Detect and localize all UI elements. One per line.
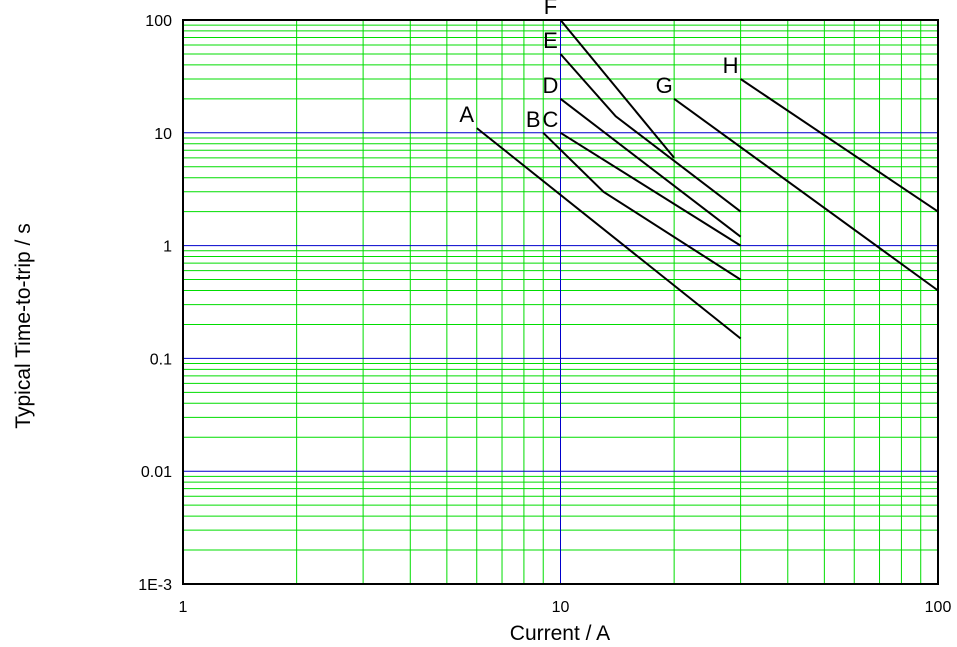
curve-label-f: F bbox=[544, 0, 557, 19]
y-tick-label: 0.01 bbox=[141, 464, 172, 481]
y-tick-label: 1 bbox=[163, 239, 172, 256]
y-axis-label: Typical Time-to-trip / s bbox=[12, 223, 35, 428]
x-tick-label: 10 bbox=[552, 599, 570, 616]
grid bbox=[182, 19, 939, 585]
y-axis-ticks: 1E-3 0.01 0.1 1 10 100 bbox=[138, 13, 172, 594]
x-tick-label: 1 bbox=[179, 599, 188, 616]
curve-e bbox=[559, 53, 742, 213]
y-tick-label: 0.1 bbox=[150, 351, 172, 368]
curves bbox=[476, 19, 939, 340]
curve-h bbox=[740, 78, 939, 213]
x-tick-label: 100 bbox=[925, 599, 952, 616]
curve-label-a: A bbox=[459, 102, 474, 127]
curve-c bbox=[559, 131, 742, 247]
curve-label-h: H bbox=[723, 53, 739, 78]
plot-frame bbox=[182, 19, 939, 585]
x-axis-ticks: 1 10 100 bbox=[179, 599, 952, 616]
curve-a bbox=[476, 127, 742, 340]
curve-d bbox=[559, 98, 742, 238]
curve-b bbox=[542, 132, 742, 281]
curve-label-b: B bbox=[526, 107, 541, 132]
x-axis-label: Current / A bbox=[510, 622, 610, 645]
curve-label-g: G bbox=[656, 73, 673, 98]
curve-label-c: C bbox=[543, 107, 559, 132]
curve-f bbox=[559, 19, 675, 159]
y-tick-label: 1E-3 bbox=[138, 577, 172, 594]
curve-g bbox=[673, 97, 939, 292]
y-tick-label: 10 bbox=[154, 126, 172, 143]
curve-label-d: D bbox=[543, 73, 559, 98]
y-tick-label: 100 bbox=[145, 13, 172, 30]
curve-label-e: E bbox=[543, 28, 558, 53]
